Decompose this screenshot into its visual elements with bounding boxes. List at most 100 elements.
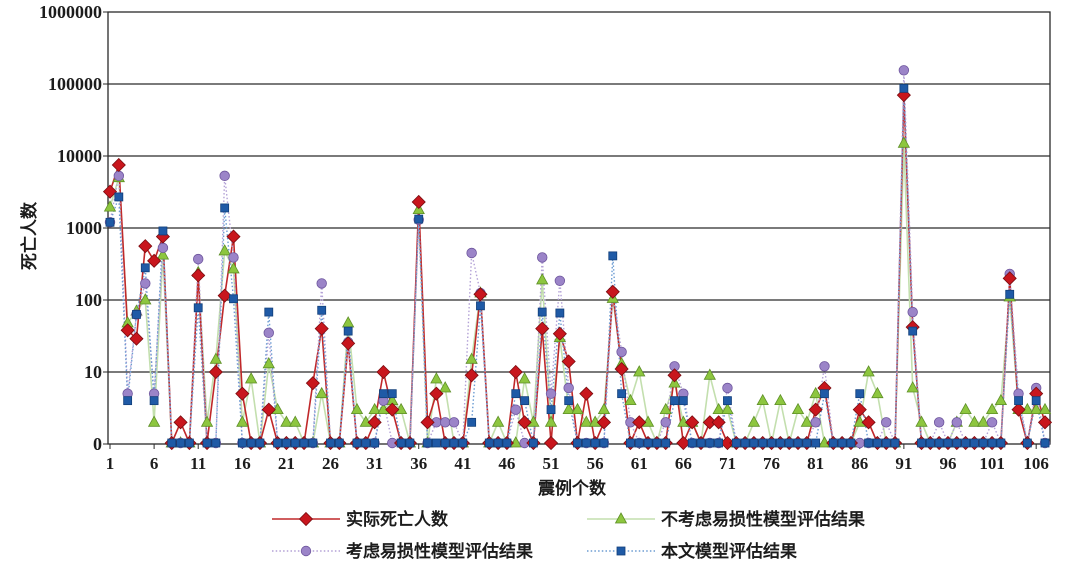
marker-proposed-model-case-13 [211, 438, 221, 448]
marker-proposed-model-case-26 [326, 438, 335, 448]
marker-proposed-model-case-23 [299, 438, 309, 448]
marker-proposed-model-case-21 [282, 438, 291, 448]
marker-no-vulnerability-model-case-17 [244, 372, 258, 384]
marker-no-vulnerability-model-case-5 [139, 293, 152, 305]
marker-actual-deaths-case-67 [685, 415, 700, 430]
marker-proposed-model-case-40 [449, 438, 459, 448]
marker-vulnerability-model-case-39 [439, 417, 451, 428]
marker-proposed-model-case-29 [352, 438, 362, 448]
marker-proposed-model-case-47 [511, 389, 521, 399]
marker-no-vulnerability-model-case-30 [359, 415, 372, 427]
marker-actual-deaths-case-5 [138, 239, 153, 254]
marker-proposed-model-case-73 [740, 438, 750, 448]
marker-no-vulnerability-model-case-62 [641, 415, 655, 427]
marker-no-vulnerability-model-case-64 [659, 402, 672, 415]
y-tick-label: 1000 [66, 218, 102, 238]
marker-proposed-model-case-22 [290, 438, 300, 448]
marker-proposed-model-case-97 [952, 438, 962, 448]
marker-actual-deaths-case-32 [376, 364, 391, 380]
legend-marker-no-vulnerability-model [614, 512, 628, 524]
marker-no-vulnerability-model-case-47 [509, 436, 522, 448]
marker-proposed-model-case-59 [617, 389, 627, 399]
marker-vulnerability-model-case-50 [537, 252, 548, 263]
marker-proposed-model-case-105 [1022, 438, 1032, 448]
marker-no-vulnerability-model-case-38 [430, 372, 443, 384]
x-tick-label: 11 [190, 454, 206, 473]
marker-proposed-model-case-106 [1031, 396, 1041, 406]
marker-no-vulnerability-model-case-13 [209, 352, 223, 364]
x-tick-label: 41 [454, 454, 471, 473]
legend-marker-vulnerability-model [300, 545, 312, 557]
marker-proposed-model-case-18 [255, 438, 265, 448]
marker-proposed-model-case-1 [105, 217, 115, 227]
marker-proposed-model-case-52 [555, 308, 565, 318]
marker-proposed-model-case-60 [626, 438, 635, 448]
marker-no-vulnerability-model-case-34 [394, 402, 408, 415]
x-tick-label: 106 [1023, 454, 1049, 473]
legend-marker-actual-deaths [298, 511, 314, 527]
marker-proposed-model-case-54 [573, 438, 582, 448]
marker-proposed-model-case-70 [714, 438, 724, 448]
marker-proposed-model-case-82 [820, 389, 829, 399]
marker-actual-deaths-case-16 [235, 386, 250, 401]
marker-vulnerability-model-case-95 [933, 417, 945, 428]
marker-vulnerability-model-case-64 [660, 417, 671, 428]
marker-no-vulnerability-model-case-98 [959, 402, 972, 415]
marker-actual-deaths-case-61 [632, 415, 647, 430]
marker-no-vulnerability-model-case-54 [571, 402, 584, 415]
marker-proposed-model-case-85 [846, 438, 856, 448]
marker-no-vulnerability-model-case-77 [774, 393, 787, 406]
marker-vulnerability-model-case-40 [448, 417, 460, 428]
marker-actual-deaths-case-38 [429, 386, 444, 401]
marker-no-vulnerability-model-case-31 [368, 402, 381, 415]
marker-proposed-model-case-87 [864, 438, 873, 448]
marker-actual-deaths-case-59 [614, 361, 629, 377]
marker-proposed-model-case-14 [220, 203, 230, 213]
marker-vulnerability-model-case-92 [907, 306, 918, 318]
marker-proposed-model-case-81 [811, 438, 821, 448]
x-axis-title: 震例个数 [537, 478, 607, 499]
grid-layer [108, 83, 1050, 373]
marker-actual-deaths-case-11 [191, 268, 206, 283]
x-tick-label: 21 [278, 454, 295, 473]
y-tick-label: 1000000 [39, 2, 102, 22]
marker-no-vulnerability-model-case-48 [518, 372, 531, 384]
marker-no-vulnerability-model-case-106 [1030, 402, 1043, 415]
marker-vulnerability-model-case-47 [510, 404, 521, 415]
y-tick-label: 10 [84, 362, 102, 382]
marker-no-vulnerability-model-case-39 [439, 381, 452, 393]
marker-actual-deaths-case-53 [561, 354, 576, 369]
marker-proposed-model-case-93 [917, 438, 926, 448]
marker-actual-deaths-case-4 [129, 331, 144, 346]
marker-proposed-model-case-42 [467, 417, 477, 427]
marker-no-vulnerability-model-case-55 [580, 415, 593, 427]
marker-proposed-model-case-37 [423, 438, 432, 448]
y-axis-title: 死亡人数 [19, 201, 40, 270]
legend-item-actual-deaths: 实际死亡人数 [272, 509, 449, 530]
marker-actual-deaths-case-6 [147, 253, 162, 268]
marker-no-vulnerability-model-case-100 [977, 415, 990, 427]
legend-label-actual-deaths: 实际死亡人数 [346, 509, 449, 530]
marker-no-vulnerability-model-case-50 [536, 273, 549, 285]
marker-proposed-model-case-44 [484, 438, 494, 448]
x-tick-label: 91 [895, 454, 912, 473]
marker-no-vulnerability-model-case-74 [747, 415, 761, 427]
marker-proposed-model-case-56 [590, 438, 600, 448]
x-tick-label: 36 [410, 454, 427, 473]
marker-no-vulnerability-model-case-75 [756, 393, 769, 406]
x-tick-label: 81 [807, 454, 824, 473]
marker-vulnerability-model-case-89 [881, 417, 892, 428]
y-tick-label: 0 [93, 434, 102, 454]
marker-proposed-model-case-43 [476, 301, 485, 311]
marker-proposed-model-case-3 [123, 396, 133, 406]
marker-proposed-model-case-68 [696, 438, 706, 448]
marker-proposed-model-case-65 [670, 396, 679, 406]
marker-actual-deaths-case-87 [861, 415, 876, 430]
marker-proposed-model-case-16 [237, 438, 247, 448]
marker-proposed-model-case-20 [273, 438, 282, 448]
marker-no-vulnerability-model-case-92 [906, 381, 919, 393]
marker-vulnerability-model-case-82 [819, 361, 830, 372]
marker-actual-deaths-case-58 [605, 284, 620, 299]
marker-no-vulnerability-model-case-51 [544, 415, 558, 427]
